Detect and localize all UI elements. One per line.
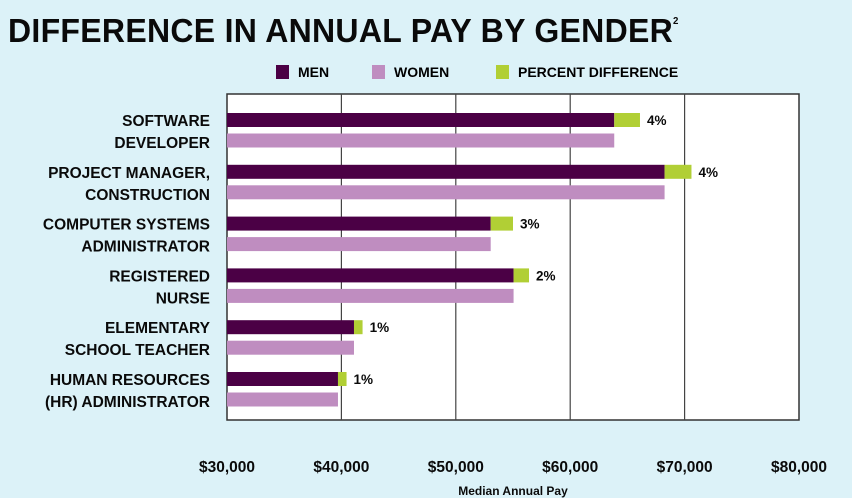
title-footnote: 2 xyxy=(673,16,679,27)
category-label: SOFTWARE xyxy=(122,113,210,130)
percent-label: 4% xyxy=(647,113,667,128)
bar-difference xyxy=(664,164,692,179)
category-label: ELEMENTARY xyxy=(105,320,211,337)
legend-men: MEN xyxy=(276,64,329,80)
category-label: HUMAN RESOURCES xyxy=(50,372,210,389)
legend-label-men: MEN xyxy=(298,64,330,80)
bar-difference xyxy=(353,320,363,335)
x-tick-label: $80,000 xyxy=(771,459,827,476)
bar-men xyxy=(227,113,615,127)
legend-label-difference: PERCENT DIFFERENCE xyxy=(518,64,679,80)
x-tick-label: $60,000 xyxy=(542,459,598,476)
bar-men xyxy=(227,216,491,231)
bar-difference xyxy=(614,113,640,127)
bar-difference xyxy=(513,268,530,283)
legend-swatch-women xyxy=(372,65,385,79)
percent-label: 3% xyxy=(520,217,540,232)
legend-difference: PERCENT DIFFERENCE xyxy=(496,64,678,80)
category-label: PROJECT MANAGER, xyxy=(48,165,210,182)
category-label: DEVELOPER xyxy=(114,135,210,152)
x-tick-label: $30,000 xyxy=(199,459,255,476)
bar-women xyxy=(227,340,354,355)
x-tick-label: $70,000 xyxy=(657,459,713,476)
legend-women: WOMEN xyxy=(372,64,449,80)
legend-swatch-men xyxy=(276,65,289,79)
x-axis-label: Median Annual Pay xyxy=(458,484,568,498)
bar-men xyxy=(227,320,354,335)
percent-label: 4% xyxy=(698,165,718,180)
percent-label: 1% xyxy=(354,372,374,387)
bar-men xyxy=(227,268,514,283)
bar-women xyxy=(227,133,615,148)
category-label: NURSE xyxy=(156,290,210,307)
category-label: (HR) ADMINISTRATOR xyxy=(45,394,210,411)
chart-title: DIFFERENCE IN ANNUAL PAY BY GENDER2 xyxy=(8,12,679,49)
bar-women xyxy=(227,288,514,303)
x-tick-label: $50,000 xyxy=(428,459,484,476)
bar-difference xyxy=(490,216,513,231)
category-label: ADMINISTRATOR xyxy=(81,239,210,256)
plot-area xyxy=(226,93,800,421)
legend-swatch-difference xyxy=(496,65,509,79)
bar-women xyxy=(227,237,491,252)
bar-women xyxy=(227,392,338,407)
x-tick-label: $40,000 xyxy=(313,459,369,476)
percent-label: 2% xyxy=(536,268,556,283)
bar-difference xyxy=(337,372,347,386)
category-label: COMPUTER SYSTEMS xyxy=(43,217,210,234)
category-label: REGISTERED xyxy=(109,268,210,285)
percent-label: 1% xyxy=(370,320,390,335)
bar-men xyxy=(227,372,338,386)
bar-women xyxy=(227,185,665,200)
legend-label-women: WOMEN xyxy=(394,64,450,80)
category-label: SCHOOL TEACHER xyxy=(65,342,210,359)
category-label: CONSTRUCTION xyxy=(85,187,210,204)
bar-men xyxy=(227,164,665,179)
